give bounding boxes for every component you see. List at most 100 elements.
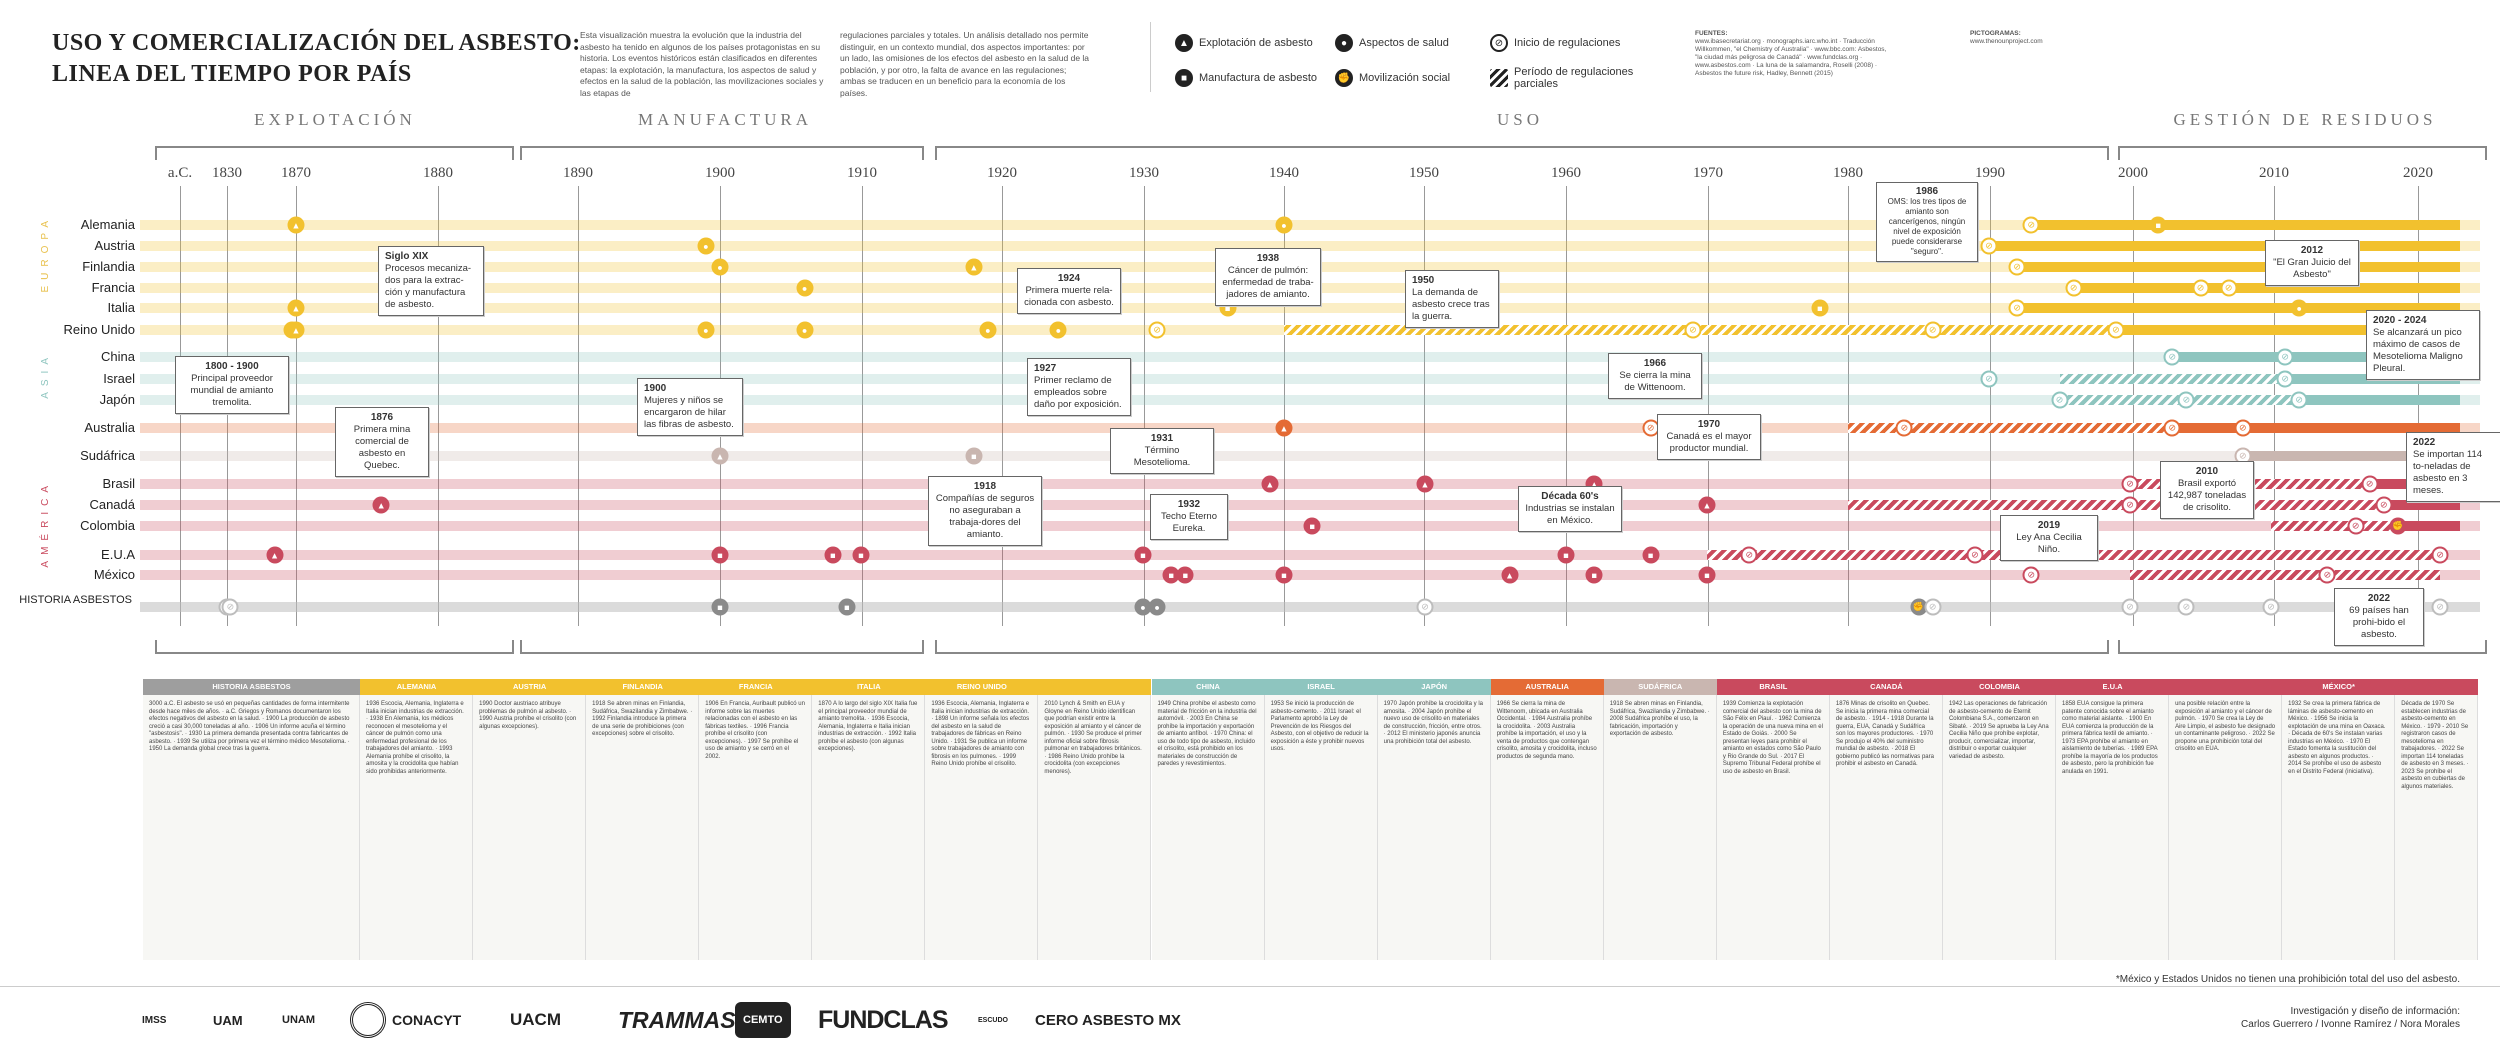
decade-label-2010: 2010 [2259, 165, 2289, 181]
factory-icon: ■ [1642, 546, 1660, 564]
lungs-icon: ● [1335, 34, 1353, 52]
bracket-bottom-gestion [2118, 640, 2487, 654]
column-header: MÉXICO* [2282, 679, 2396, 695]
factory-icon: ■ [2149, 216, 2167, 234]
factory-icon: ■ [1585, 566, 1603, 584]
mine-icon: ▲ [1698, 496, 1716, 514]
prohibition-icon: ⊘ [2022, 566, 2040, 584]
prohibition-icon: ⊘ [2107, 321, 2125, 339]
prohibition-icon: ⊘ [2234, 419, 2252, 437]
prohibition-period-bar [2172, 352, 2461, 362]
decade-label-2020: 2020 [2403, 165, 2433, 181]
header-divider [1150, 22, 1151, 92]
timeline-band-italia [140, 303, 2480, 313]
prohibition-icon: ⊘ [2177, 391, 2195, 409]
protest-icon: ✊ [1335, 69, 1353, 87]
logo-cemto: CEMTO [735, 1002, 791, 1038]
prohibition-period-bar [2299, 395, 2461, 405]
decade-label-1980: 1980 [1833, 165, 1863, 181]
timeline-band-mxico [140, 570, 2480, 580]
row-label: Canadá [89, 497, 135, 512]
factory-icon: ■ [1303, 517, 1321, 535]
column-header: SUDÁFRICA [1603, 679, 1717, 695]
logo-uam: UAM [213, 1012, 243, 1028]
mine-icon: ▲ [1501, 566, 1519, 584]
decade-label-1930: 1930 [1129, 165, 1159, 181]
decade-gridline [2133, 186, 2134, 626]
factory-icon: ■ [1698, 566, 1716, 584]
mine-icon: ▲ [287, 299, 305, 317]
timeline-band-brasil [140, 479, 2480, 489]
mine-icon: ▲ [711, 447, 729, 465]
lungs-icon: ● [979, 321, 997, 339]
regulation-period-bar [2271, 521, 2398, 531]
logo-conacyt: CONACYT [350, 1002, 461, 1038]
timeline-band-austria [140, 241, 2480, 251]
prohibition-icon: ⊘ [1924, 321, 1942, 339]
row-label: Italia [107, 300, 135, 315]
section-manufactura: MANUFACTURA [637, 110, 813, 129]
lungs-icon: ● [1275, 216, 1293, 234]
credits: Investigación y diseño de información: C… [2241, 1006, 2460, 1030]
row-label: Francia [91, 280, 135, 295]
decade-label-1880: 1880 [423, 165, 453, 181]
row-label: Israel [103, 371, 135, 386]
logo-cero-asbesto: CERO ASBESTO MX [1035, 1011, 1181, 1029]
lungs-icon: ● [711, 258, 729, 276]
mine-icon: ▲ [287, 321, 305, 339]
column-header: REINO UNIDO [925, 679, 1039, 695]
protest-icon: ✊ [2389, 517, 2407, 535]
callout-1800-1900: 1800 - 1900 Principal proveedor mundial d… [175, 356, 289, 414]
callout-1950: 1950 La demanda de asbesto crece tras la … [1405, 270, 1499, 328]
column-header: JAPÓN [1377, 679, 1491, 695]
lungs-icon: ● [697, 321, 715, 339]
prohibition-icon: ⊘ [2431, 598, 2449, 616]
factory-icon: ■ [965, 447, 983, 465]
callout-2012: 2012 "El Gran Juicio del Asbesto" [2265, 240, 2359, 286]
prohibition-icon: ⊘ [2262, 598, 2280, 616]
column-body: 1936 Escocia, Alemania, Inglaterra e Ita… [360, 695, 474, 960]
row-label: Reino Unido [63, 322, 135, 337]
prohibition-icon: ⊘ [1148, 321, 1166, 339]
row-label: E.U.A [101, 547, 135, 562]
factory-icon: ■ [1162, 566, 1180, 584]
column-body: 3000 a.C. El asbesto se usó en pequeñas … [143, 695, 361, 960]
prohibition-icon: ⊘ [2177, 598, 2195, 616]
decade-label-1870: 1870 [281, 165, 311, 181]
legend-manufactura: ■ Manufactura de asbesto [1175, 66, 1335, 90]
factory-icon: ■ [824, 546, 842, 564]
prohibition-period-bar [2115, 325, 2461, 335]
decade-label-1940: 1940 [1269, 165, 1299, 181]
regulation-period-bar [1848, 500, 2384, 510]
row-label: Colombia [80, 518, 135, 533]
prohibition-period-bar [2017, 303, 2461, 313]
decade-label-1960: 1960 [1551, 165, 1581, 181]
regulation-period-bar [1848, 423, 2173, 433]
factory-icon: ■ [1557, 546, 1575, 564]
column-header: FRANCIA [699, 679, 813, 695]
decade-gridline [1284, 186, 1285, 626]
callout-1938: 1938 Cáncer de pulmón: enfermedad de trab… [1215, 248, 1321, 306]
section-uso: USO [1496, 110, 1543, 129]
column-header: HISTORIA ASBESTOS [143, 679, 361, 695]
prohibition-icon: ⊘ [2121, 598, 2139, 616]
section-gestion-residuos: GESTIÓN DE RESIDUOS [2173, 110, 2437, 129]
bracket-explotacion [155, 146, 514, 160]
logo-fundclas: FUNDCLAS [818, 1005, 948, 1034]
legend-movilizacion: ✊ Movilización social [1335, 66, 1490, 90]
prohibition-icon: ⊘ [2192, 279, 2209, 297]
intro-text-col-1: Esta visualización muestra la evolución … [580, 30, 824, 98]
mine-icon: ▲ [266, 546, 284, 564]
row-label: Finlandia [82, 259, 135, 274]
decade-label-1950: 1950 [1409, 165, 1439, 181]
decade-gridline [1848, 186, 1849, 626]
prohibition-icon: ⊘ [2347, 517, 2365, 535]
timeline-band-australia [140, 423, 2480, 433]
logo-trammas: TRAMMAS [618, 1006, 736, 1033]
column-header [2169, 679, 2283, 695]
column-body: 1858 EUA consigue la primera patente con… [2056, 695, 2170, 960]
legend-inicio-regulaciones: ⊘ Inicio de regulaciones [1490, 34, 1665, 52]
decade-label-a.C.: a.C. [167, 165, 193, 181]
sources: FUENTES: www.ibasecretariat.org · monogr… [1695, 30, 1887, 77]
column-body: 1953 Se inició la producción de asbesto-… [1264, 695, 1378, 960]
